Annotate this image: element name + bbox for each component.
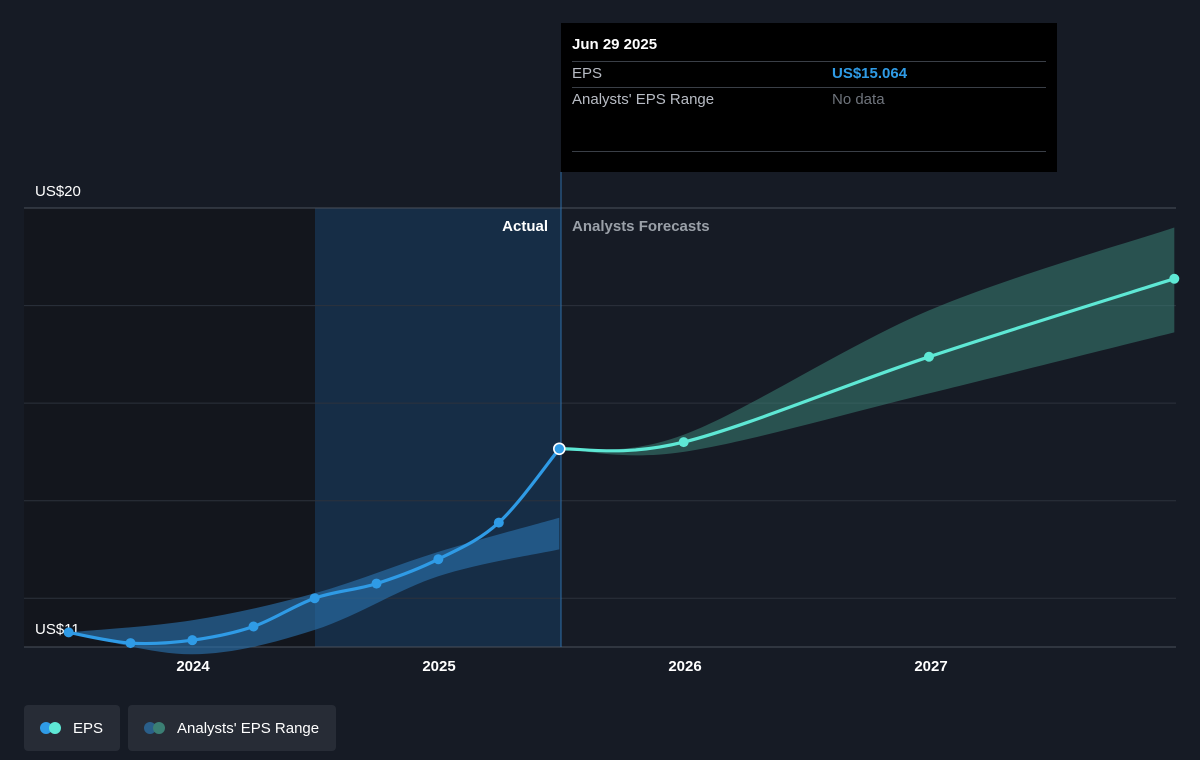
eps-chart: US$20 US$11 Actual Analysts Forecasts 20…: [24, 172, 1180, 675]
x-tick-label: 2025: [422, 658, 455, 675]
x-tick-label: 2027: [914, 658, 947, 675]
eps-dots-icon: [40, 722, 62, 734]
actual-eps-point: [125, 638, 136, 649]
tooltip-row-eps: EPS US$15.064: [572, 61, 1046, 87]
chart-legend: EPS Analysts' EPS Range: [24, 705, 337, 751]
forecast-eps-point: [923, 351, 934, 362]
forecast-eps-point: [1169, 273, 1180, 284]
actual-eps-point: [493, 517, 504, 528]
x-tick-label: 2024: [176, 658, 210, 675]
legend-item-eps[interactable]: EPS: [24, 705, 121, 751]
tooltip-eps-value: US$15.064: [832, 65, 908, 82]
tooltip-eps-label: EPS: [572, 65, 603, 82]
range-dots-icon: [144, 722, 166, 734]
actual-eps-point: [309, 593, 320, 604]
tooltip-range-value: No data: [832, 91, 885, 108]
actual-eps-point: [248, 621, 259, 632]
legend-item-range[interactable]: Analysts' EPS Range: [128, 705, 337, 751]
forecast-range-band: [559, 227, 1175, 456]
hover-tooltip: Jun 29 2025 EPS US$15.064 Analysts' EPS …: [561, 23, 1057, 172]
legend-range-label: Analysts' EPS Range: [177, 719, 320, 737]
legend-eps-label: EPS: [73, 719, 104, 737]
actual-label: Actual: [502, 218, 548, 235]
forecast-eps-point: [678, 437, 689, 448]
forecast-label: Analysts Forecasts: [572, 218, 710, 235]
x-tick-label: 2026: [668, 658, 701, 675]
actual-region-highlight: [315, 208, 561, 647]
actual-eps-point: [63, 627, 74, 638]
tooltip-row-range: Analysts' EPS Range No data: [572, 87, 1046, 113]
plot-area: [63, 227, 1180, 655]
y-axis-label-top: US$20: [35, 183, 81, 200]
forecast-eps-line: [557, 277, 1176, 453]
actual-eps-point: [187, 635, 198, 646]
past-region-shade: [24, 208, 315, 647]
tooltip-range-label: Analysts' EPS Range: [572, 91, 715, 108]
y-axis-label-bottom: US$11: [35, 621, 80, 638]
tooltip-date: Jun 29 2025: [572, 36, 658, 53]
actual-eps-line: [67, 447, 561, 646]
tooltip-divider: [572, 151, 1046, 152]
actual-eps-point: [433, 554, 444, 565]
latest-eps-point: [553, 442, 566, 456]
actual-eps-point: [371, 578, 382, 589]
